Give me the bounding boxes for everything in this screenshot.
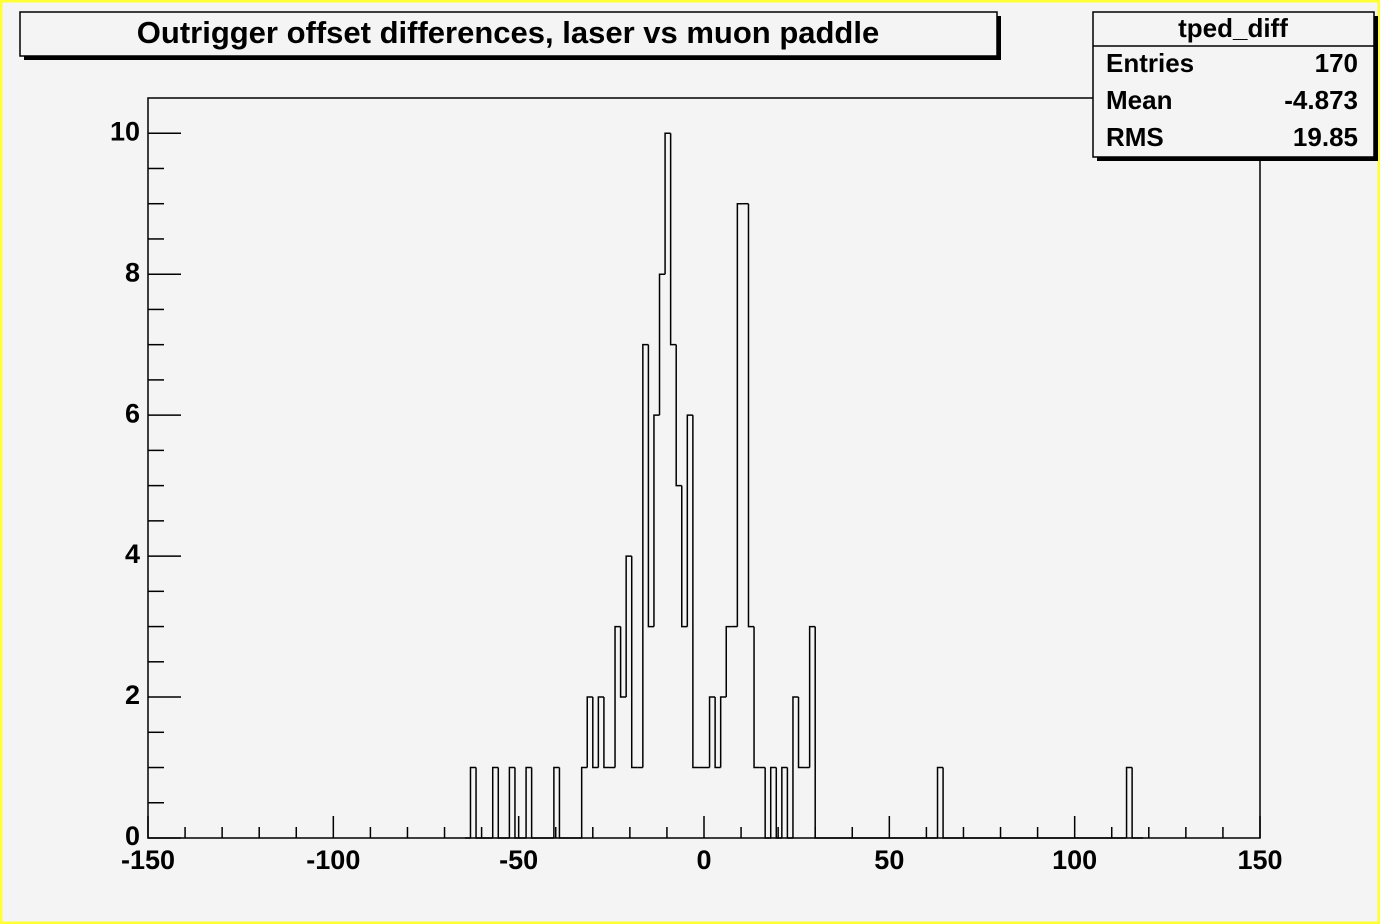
bar bbox=[797, 697, 805, 769]
bar bbox=[681, 485, 688, 628]
bar bbox=[525, 766, 532, 838]
bar bbox=[580, 766, 588, 838]
stats-title: tped_diff bbox=[1178, 13, 1288, 43]
y-tick-label: 0 bbox=[125, 821, 140, 851]
bar bbox=[719, 696, 727, 768]
x-tick-label: 100 bbox=[1052, 845, 1097, 875]
bar bbox=[630, 556, 638, 769]
bar bbox=[1125, 766, 1133, 838]
bar bbox=[736, 202, 743, 627]
y-tick-label: 10 bbox=[110, 116, 140, 146]
bar bbox=[725, 625, 732, 698]
bar bbox=[658, 273, 666, 416]
title-box bbox=[19, 11, 998, 57]
bar bbox=[692, 415, 699, 769]
x-tick-label: 150 bbox=[1237, 845, 1282, 875]
bar bbox=[714, 697, 721, 769]
bar bbox=[786, 767, 793, 839]
bar bbox=[475, 767, 482, 839]
bar bbox=[764, 767, 771, 839]
stats-box: tped_diff Entries 170 Mean -4.873 RMS 19.85 bbox=[1092, 11, 1378, 161]
bar bbox=[497, 767, 504, 839]
bar bbox=[647, 344, 654, 628]
y-tick-label: 8 bbox=[125, 257, 140, 287]
bar bbox=[781, 766, 788, 838]
x-tick-label: -50 bbox=[499, 845, 538, 875]
stats-label: Entries bbox=[1106, 48, 1194, 78]
y-tick-label: 2 bbox=[125, 680, 140, 710]
bar bbox=[708, 696, 716, 768]
bar bbox=[491, 766, 499, 838]
bar bbox=[769, 766, 777, 838]
bar bbox=[469, 766, 477, 838]
y-tick-label: 4 bbox=[125, 539, 140, 569]
bar bbox=[747, 203, 755, 628]
bar bbox=[653, 414, 660, 627]
x-tick-label: -100 bbox=[306, 845, 360, 875]
stats-value: 170 bbox=[1315, 48, 1358, 78]
x-tick-label: -150 bbox=[121, 845, 175, 875]
stats-frame bbox=[1092, 11, 1375, 158]
bar bbox=[619, 626, 627, 698]
bar bbox=[553, 766, 560, 838]
bar bbox=[592, 697, 599, 769]
bar bbox=[530, 767, 538, 839]
bar bbox=[814, 626, 821, 839]
bar bbox=[669, 133, 677, 346]
bar bbox=[514, 767, 521, 839]
bar bbox=[942, 767, 949, 839]
bar bbox=[558, 767, 565, 839]
bar bbox=[675, 344, 682, 487]
bar bbox=[664, 132, 671, 275]
stats-label: RMS bbox=[1106, 122, 1164, 152]
bar bbox=[625, 555, 632, 698]
bar bbox=[642, 343, 649, 768]
x-tick-label: 50 bbox=[874, 845, 904, 875]
bar bbox=[1131, 767, 1138, 839]
bar bbox=[603, 697, 610, 769]
stats-value: 19.85 bbox=[1293, 122, 1358, 152]
stats-label: Mean bbox=[1106, 85, 1172, 115]
bar bbox=[614, 625, 621, 768]
chart-title: Outrigger offset differences, laser vs m… bbox=[137, 15, 879, 50]
bar bbox=[808, 625, 816, 768]
y-tick-label: 6 bbox=[125, 398, 140, 428]
x-tick-label: 0 bbox=[696, 845, 711, 875]
bar bbox=[775, 767, 782, 839]
bar bbox=[753, 626, 760, 769]
bar bbox=[586, 696, 593, 768]
bar bbox=[597, 696, 604, 768]
stats-value: -4.873 bbox=[1284, 85, 1358, 115]
bar bbox=[936, 766, 944, 838]
bar bbox=[686, 414, 693, 627]
bar bbox=[508, 766, 515, 838]
bar bbox=[792, 696, 799, 838]
